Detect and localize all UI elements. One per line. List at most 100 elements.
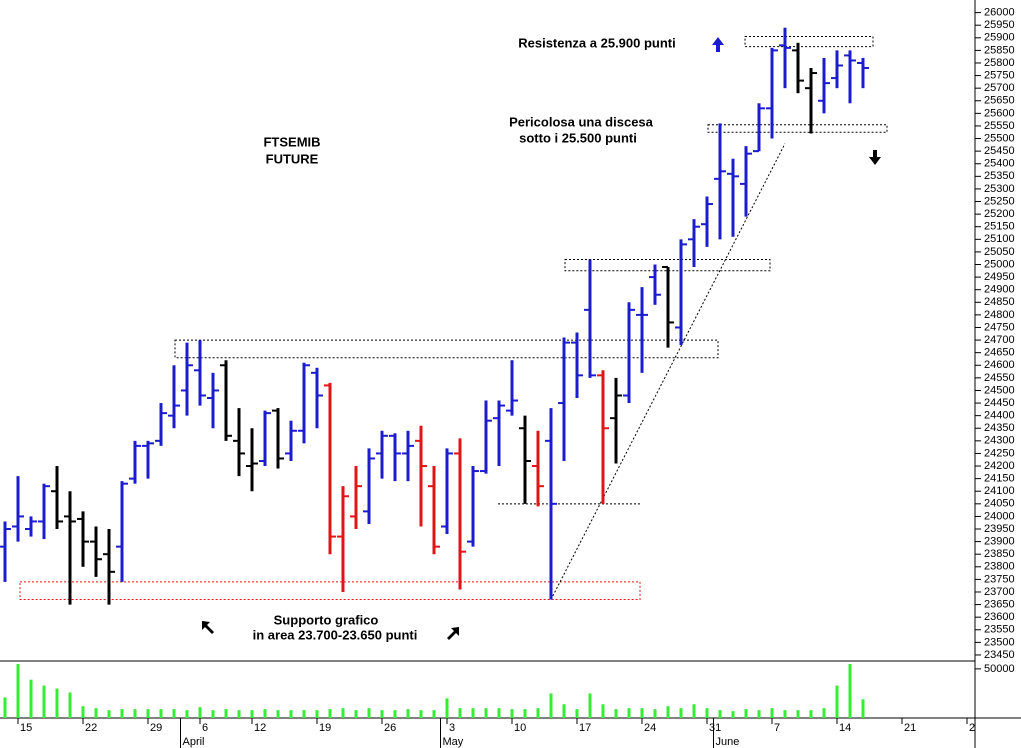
y-tick-label: 24900 bbox=[984, 284, 1015, 296]
price-zone bbox=[744, 36, 874, 48]
x-tick-label: 21 bbox=[904, 722, 916, 734]
month-label: May bbox=[443, 736, 464, 748]
volume-bar bbox=[692, 704, 696, 718]
annotation: FUTURE bbox=[266, 151, 319, 166]
x-tick-label: 10 bbox=[514, 722, 526, 734]
volume-bar bbox=[640, 708, 644, 718]
volume-bar bbox=[250, 710, 254, 718]
y-tick-label: 24700 bbox=[984, 334, 1015, 346]
y-tick-label: 24300 bbox=[984, 435, 1015, 447]
y-tick-label: 23850 bbox=[984, 548, 1015, 560]
volume-bar bbox=[744, 709, 748, 718]
price-zone bbox=[707, 124, 888, 133]
volume-bar bbox=[718, 710, 722, 718]
y-tick-label: 24250 bbox=[984, 447, 1015, 459]
volume-bar bbox=[731, 711, 735, 718]
y-tick-label: 24050 bbox=[984, 498, 1015, 510]
x-tick-label: 15 bbox=[20, 722, 32, 734]
y-tick-label: 23500 bbox=[984, 636, 1015, 648]
y-tick-label: 25750 bbox=[984, 69, 1015, 81]
y-tick-label: 24500 bbox=[984, 384, 1015, 396]
volume-bar bbox=[393, 710, 397, 718]
trendline bbox=[550, 143, 786, 600]
volume-bar bbox=[627, 708, 631, 718]
y-tick-label: 25900 bbox=[984, 32, 1015, 44]
y-tick-label: 25950 bbox=[984, 19, 1015, 31]
month-label: June bbox=[716, 736, 740, 748]
volume-bar bbox=[406, 709, 410, 718]
x-tick-label: 29 bbox=[150, 722, 162, 734]
volume-bar bbox=[237, 710, 241, 718]
volume-bar bbox=[822, 708, 826, 718]
volume-bar bbox=[120, 709, 124, 718]
y-tick-label: 24400 bbox=[984, 410, 1015, 422]
volume-bar bbox=[653, 709, 657, 718]
volume-bar bbox=[289, 710, 293, 718]
x-tick-label: 19 bbox=[319, 722, 331, 734]
volume-bar bbox=[146, 709, 150, 718]
y-tick-label: 24200 bbox=[984, 460, 1015, 472]
y-tick-label: 25600 bbox=[984, 107, 1015, 119]
volume-bar bbox=[276, 710, 280, 718]
annotation: in area 23.700-23.650 punti bbox=[253, 627, 418, 642]
volume-bar bbox=[198, 707, 202, 718]
volume-bar bbox=[757, 710, 761, 718]
arrow-up bbox=[712, 37, 724, 52]
volume-bar bbox=[848, 663, 852, 718]
annotation: sotto i 25.500 punti bbox=[519, 130, 637, 145]
volume-bar bbox=[510, 709, 514, 718]
y-tick-label: 25650 bbox=[984, 95, 1015, 107]
y-tick-label: 25000 bbox=[984, 258, 1015, 270]
y-tick-label: 25200 bbox=[984, 208, 1015, 220]
arrow-down bbox=[869, 150, 881, 165]
y-tick-label: 24450 bbox=[984, 397, 1015, 409]
volume-bar bbox=[783, 710, 787, 718]
price-zone bbox=[19, 581, 641, 601]
volume-bar bbox=[68, 692, 72, 718]
volume-bar bbox=[380, 710, 384, 718]
month-label: April bbox=[183, 736, 205, 748]
y-tick-label: 23750 bbox=[984, 573, 1015, 585]
y-tick-label: 26000 bbox=[984, 7, 1015, 19]
y-tick-label: 25350 bbox=[984, 170, 1015, 182]
x-tick-label: 14 bbox=[839, 722, 851, 734]
y-tick-label: 25500 bbox=[984, 132, 1015, 144]
volume-bar bbox=[367, 708, 371, 718]
y-tick-label: 23650 bbox=[984, 598, 1015, 610]
volume-bar bbox=[614, 709, 618, 718]
volume-bar bbox=[172, 709, 176, 718]
volume-bar bbox=[809, 710, 813, 718]
volume-bar bbox=[16, 663, 20, 718]
y-tick-label: 25800 bbox=[984, 57, 1015, 69]
x-tick-label: 3 bbox=[449, 722, 455, 734]
y-tick-label: 25700 bbox=[984, 82, 1015, 94]
volume-bar bbox=[770, 708, 774, 718]
volume-bar bbox=[536, 708, 540, 718]
y-tick-label: 23700 bbox=[984, 586, 1015, 598]
y-tick-label: 24550 bbox=[984, 372, 1015, 384]
y-tick-label: 24650 bbox=[984, 347, 1015, 359]
y-tick-label: 24350 bbox=[984, 422, 1015, 434]
volume-bar bbox=[133, 709, 137, 718]
volume-bar bbox=[3, 697, 7, 718]
y-tick-label: 24000 bbox=[984, 510, 1015, 522]
y-tick-label: 25050 bbox=[984, 246, 1015, 258]
annotation: FTSEMIB bbox=[263, 134, 320, 149]
y-tick-label: 23550 bbox=[984, 624, 1015, 636]
x-tick-label: 22 bbox=[85, 722, 97, 734]
y-tick-label: 24950 bbox=[984, 271, 1015, 283]
volume-bar bbox=[458, 708, 462, 718]
volume-bar bbox=[211, 710, 215, 718]
volume-bar bbox=[315, 710, 319, 718]
y-tick-label: 24800 bbox=[984, 309, 1015, 321]
volume-bar bbox=[601, 704, 605, 718]
volume-bar bbox=[263, 709, 267, 718]
x-tick-label: 26 bbox=[384, 722, 396, 734]
volume-bar bbox=[445, 698, 449, 718]
volume-bar bbox=[328, 709, 332, 718]
arrow-up-left bbox=[202, 621, 214, 634]
x-tick-label: 7 bbox=[774, 722, 780, 734]
annotation: Resistenza a 25.900 punti bbox=[518, 35, 676, 50]
volume-bar bbox=[562, 704, 566, 718]
